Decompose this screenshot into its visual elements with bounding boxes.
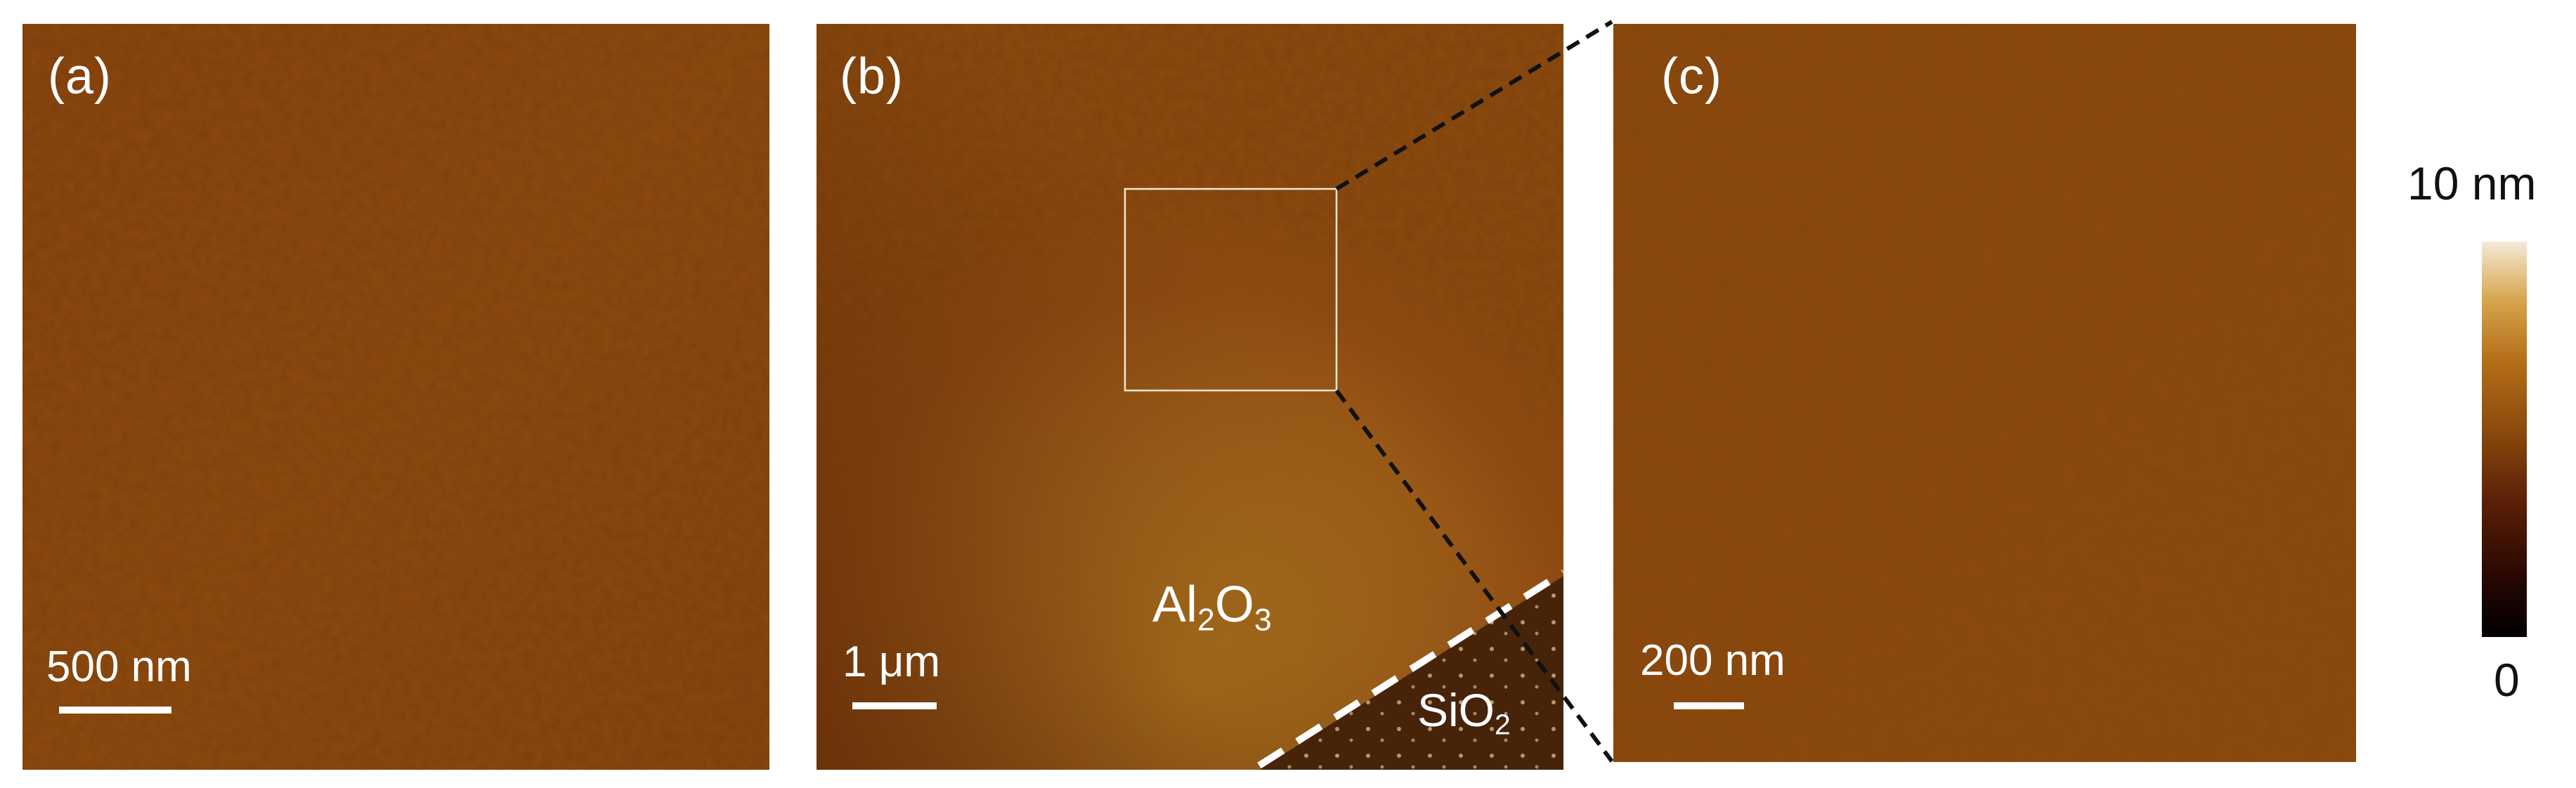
sio2-particles — [1259, 576, 1563, 770]
zoom-inset-box — [1124, 188, 1338, 392]
al2o3-label: Al2O3 — [1152, 577, 1272, 636]
sio2-label: SiO2 — [1417, 684, 1511, 739]
colorbar-max-label: 10 nm — [2407, 157, 2537, 209]
colorbar-gradient — [2482, 242, 2527, 637]
panel-a-image — [22, 24, 769, 770]
al2o3-label-sub1: 2 — [1197, 603, 1215, 638]
panel-a-scale-bar — [59, 707, 171, 714]
panel-b-scale-label: 1 μm — [843, 638, 941, 686]
zoom-connector-bottom — [1334, 389, 1614, 763]
panel-a-label: (a) — [48, 48, 112, 105]
al2o3-label-sub2: 3 — [1254, 603, 1272, 638]
panel-c-scale-bar — [1674, 702, 1744, 709]
panel-c-label: (c) — [1661, 48, 1722, 105]
panel-c — [1613, 24, 2356, 762]
sio2-label-sub: 2 — [1495, 708, 1511, 741]
panel-a-scale-label: 500 nm — [46, 643, 192, 691]
al2o3-label-base: Al — [1152, 577, 1198, 633]
interface-dashed-line — [1257, 569, 1563, 769]
panel-b-label: (b) — [840, 48, 904, 105]
panel-b — [817, 24, 1563, 770]
sio2-label-base: SiO — [1417, 684, 1495, 736]
panel-c-image — [1613, 24, 2356, 762]
panel-b-dark-corner — [817, 24, 1563, 770]
panel-a — [22, 24, 769, 770]
panel-b-scale-bar — [852, 702, 937, 709]
al2o3-label-mid: O — [1214, 577, 1254, 633]
colorbar — [2482, 242, 2527, 637]
panel-c-scale-label: 200 nm — [1640, 636, 1785, 685]
colorbar-min-label: 0 — [2494, 654, 2520, 706]
zoom-connector-top — [1335, 20, 1613, 191]
